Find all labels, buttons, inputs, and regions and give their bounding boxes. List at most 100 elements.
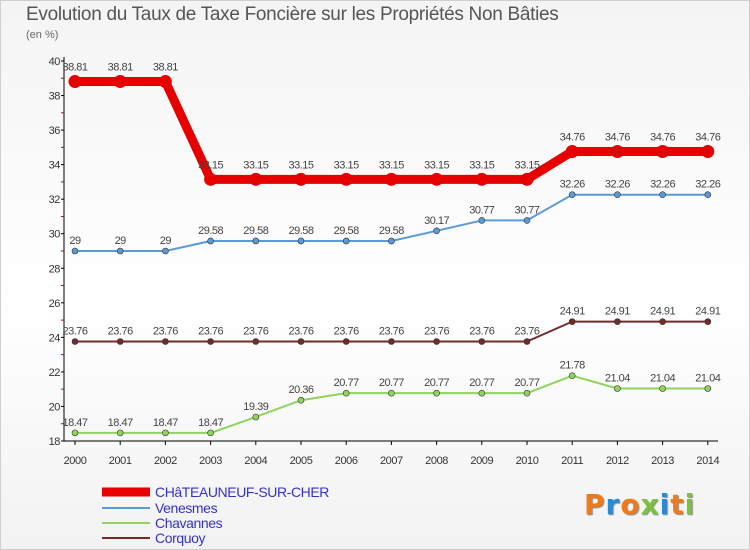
data-point: [659, 318, 666, 325]
data-label: 20.77: [424, 377, 449, 389]
data-label: 23.76: [153, 326, 178, 338]
data-label: 33.15: [469, 159, 494, 171]
data-label: 33.15: [198, 159, 223, 171]
data-point: [297, 237, 305, 245]
x-tick-label: 2002: [154, 455, 177, 467]
proxiti-logo: Proxiti: [584, 488, 695, 521]
data-point: [430, 172, 444, 186]
data-label: 20.77: [379, 377, 404, 389]
data-point: [116, 429, 124, 437]
data-label: 33.15: [334, 159, 359, 171]
data-point: [162, 247, 169, 255]
data-label: 23.76: [424, 326, 449, 338]
data-point: [568, 191, 576, 198]
logo-letter: P: [584, 488, 606, 521]
data-point: [523, 338, 531, 345]
x-tick-label: 2009: [470, 455, 493, 467]
data-point: [249, 172, 263, 186]
data-point: [113, 75, 127, 89]
data-point: [475, 172, 489, 186]
data-label: 23.76: [108, 326, 133, 338]
x-tick-label: 2003: [199, 455, 222, 467]
data-point: [252, 338, 260, 345]
x-tick-label: 2007: [380, 455, 403, 467]
data-point: [252, 237, 260, 245]
data-label: 20.36: [288, 384, 313, 396]
data-point: [614, 385, 621, 392]
data-label: 29.58: [334, 225, 359, 237]
data-label: 29.58: [379, 225, 404, 237]
data-label: 29.58: [198, 225, 223, 237]
logo-letter: i: [659, 488, 671, 521]
data-label: 38.81: [62, 62, 87, 74]
logo-letter: o: [620, 488, 641, 521]
data-point: [388, 338, 395, 345]
data-label: 23.76: [334, 326, 359, 338]
y-tick-label: 32: [49, 194, 61, 206]
data-point: [433, 389, 440, 397]
data-label: 38.81: [153, 62, 178, 74]
x-tick-label: 2005: [290, 455, 313, 467]
x-tick-label: 2008: [425, 455, 448, 467]
data-label: 21.04: [605, 372, 630, 384]
y-tick-label: 28: [49, 263, 61, 275]
data-point: [520, 172, 534, 186]
data-point: [162, 338, 169, 345]
data-label: 33.15: [424, 159, 449, 171]
data-label: 34.76: [560, 132, 585, 144]
data-label: 18.47: [198, 417, 223, 429]
data-label: 18.47: [62, 417, 87, 429]
logo-letter: r: [605, 488, 621, 521]
data-point: [659, 191, 666, 198]
y-tick-label: 20: [49, 401, 61, 413]
data-label: 33.15: [514, 159, 539, 171]
data-point: [701, 145, 715, 159]
data-point: [568, 372, 576, 380]
data-point: [565, 145, 579, 159]
data-label: 32.26: [605, 179, 630, 191]
data-label: 32.26: [695, 179, 720, 191]
data-point: [384, 172, 398, 186]
data-point: [71, 429, 79, 437]
data-point: [294, 172, 308, 186]
data-point: [478, 389, 486, 397]
data-label: 30.17: [424, 215, 449, 227]
data-label: 18.47: [153, 417, 178, 429]
x-tick-label: 2010: [516, 455, 539, 467]
x-tick-label: 2001: [109, 455, 132, 467]
data-point: [162, 429, 169, 437]
data-point: [523, 217, 531, 224]
data-label: 33.15: [379, 159, 404, 171]
data-point: [659, 385, 666, 392]
data-point: [342, 389, 350, 397]
data-point: [478, 338, 486, 345]
data-point: [342, 237, 350, 245]
x-tick-label: 2004: [244, 455, 267, 467]
data-label: 23.76: [198, 326, 223, 338]
data-point: [614, 318, 621, 325]
data-label: 38.81: [108, 62, 133, 74]
data-label: 23.76: [379, 326, 404, 338]
data-point: [388, 389, 395, 397]
data-point: [68, 75, 82, 89]
data-point: [342, 338, 350, 345]
data-point: [433, 338, 440, 345]
data-label: 29.58: [288, 225, 313, 237]
data-label: 32.26: [650, 179, 675, 191]
data-label: 29: [115, 235, 127, 247]
data-point: [116, 247, 124, 255]
data-label: 29: [160, 235, 172, 247]
data-label: 19.39: [243, 401, 268, 413]
data-label: 21.04: [695, 372, 720, 384]
data-label: 23.76: [514, 326, 539, 338]
logo-letter: x: [640, 488, 660, 521]
data-label: 29: [69, 235, 81, 247]
data-point: [297, 338, 305, 345]
data-point: [207, 237, 214, 245]
data-label: 20.77: [514, 377, 539, 389]
data-point: [71, 247, 79, 255]
y-tick-label: 38: [49, 91, 61, 103]
data-label: 32.26: [560, 179, 585, 191]
